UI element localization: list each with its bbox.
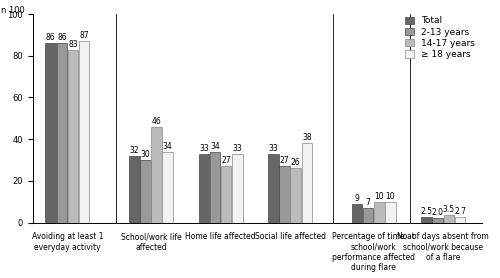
Bar bbox=[290, 168, 301, 222]
Bar bbox=[232, 154, 242, 222]
Text: 46: 46 bbox=[152, 116, 162, 126]
Bar bbox=[56, 43, 67, 222]
Text: 34: 34 bbox=[210, 142, 220, 151]
Bar bbox=[46, 43, 56, 222]
Bar bbox=[210, 152, 220, 222]
Text: 33: 33 bbox=[232, 144, 242, 153]
Bar bbox=[162, 152, 173, 222]
Text: 2.7: 2.7 bbox=[454, 207, 466, 216]
Bar bbox=[152, 127, 162, 222]
Text: 10: 10 bbox=[374, 192, 384, 201]
Text: 2.5: 2.5 bbox=[420, 207, 432, 216]
Bar bbox=[385, 202, 396, 222]
Bar bbox=[140, 160, 150, 222]
Text: 26: 26 bbox=[291, 158, 300, 167]
Text: 34: 34 bbox=[163, 142, 172, 151]
Text: 7: 7 bbox=[366, 198, 370, 207]
Text: 3.5: 3.5 bbox=[443, 205, 455, 214]
Bar bbox=[444, 215, 454, 222]
Bar bbox=[432, 218, 443, 222]
Bar bbox=[129, 156, 140, 222]
Text: 86: 86 bbox=[46, 33, 56, 42]
Text: 86: 86 bbox=[57, 33, 66, 42]
Bar bbox=[302, 143, 312, 222]
Bar bbox=[454, 217, 466, 222]
Text: 87: 87 bbox=[80, 31, 89, 40]
Text: 32: 32 bbox=[130, 146, 139, 155]
Text: 30: 30 bbox=[140, 150, 150, 159]
Bar bbox=[79, 41, 90, 222]
Text: n 100: n 100 bbox=[2, 6, 25, 15]
Bar bbox=[422, 217, 432, 222]
Bar bbox=[221, 166, 232, 222]
Bar bbox=[268, 154, 279, 222]
Bar bbox=[68, 49, 78, 222]
Bar bbox=[374, 202, 384, 222]
Text: 33: 33 bbox=[199, 144, 209, 153]
Text: 27: 27 bbox=[280, 156, 289, 165]
Bar bbox=[198, 154, 209, 222]
Text: 38: 38 bbox=[302, 133, 312, 142]
Text: 9: 9 bbox=[354, 194, 360, 203]
Bar bbox=[280, 166, 290, 222]
Text: 27: 27 bbox=[222, 156, 231, 165]
Text: 33: 33 bbox=[268, 144, 278, 153]
Text: 2.0: 2.0 bbox=[432, 208, 444, 217]
Legend: Total, 2-13 years, 14-17 years, ≥ 18 years: Total, 2-13 years, 14-17 years, ≥ 18 yea… bbox=[404, 14, 477, 61]
Text: 10: 10 bbox=[386, 192, 395, 201]
Bar bbox=[363, 208, 374, 222]
Bar bbox=[352, 204, 362, 222]
Text: 83: 83 bbox=[68, 39, 78, 48]
